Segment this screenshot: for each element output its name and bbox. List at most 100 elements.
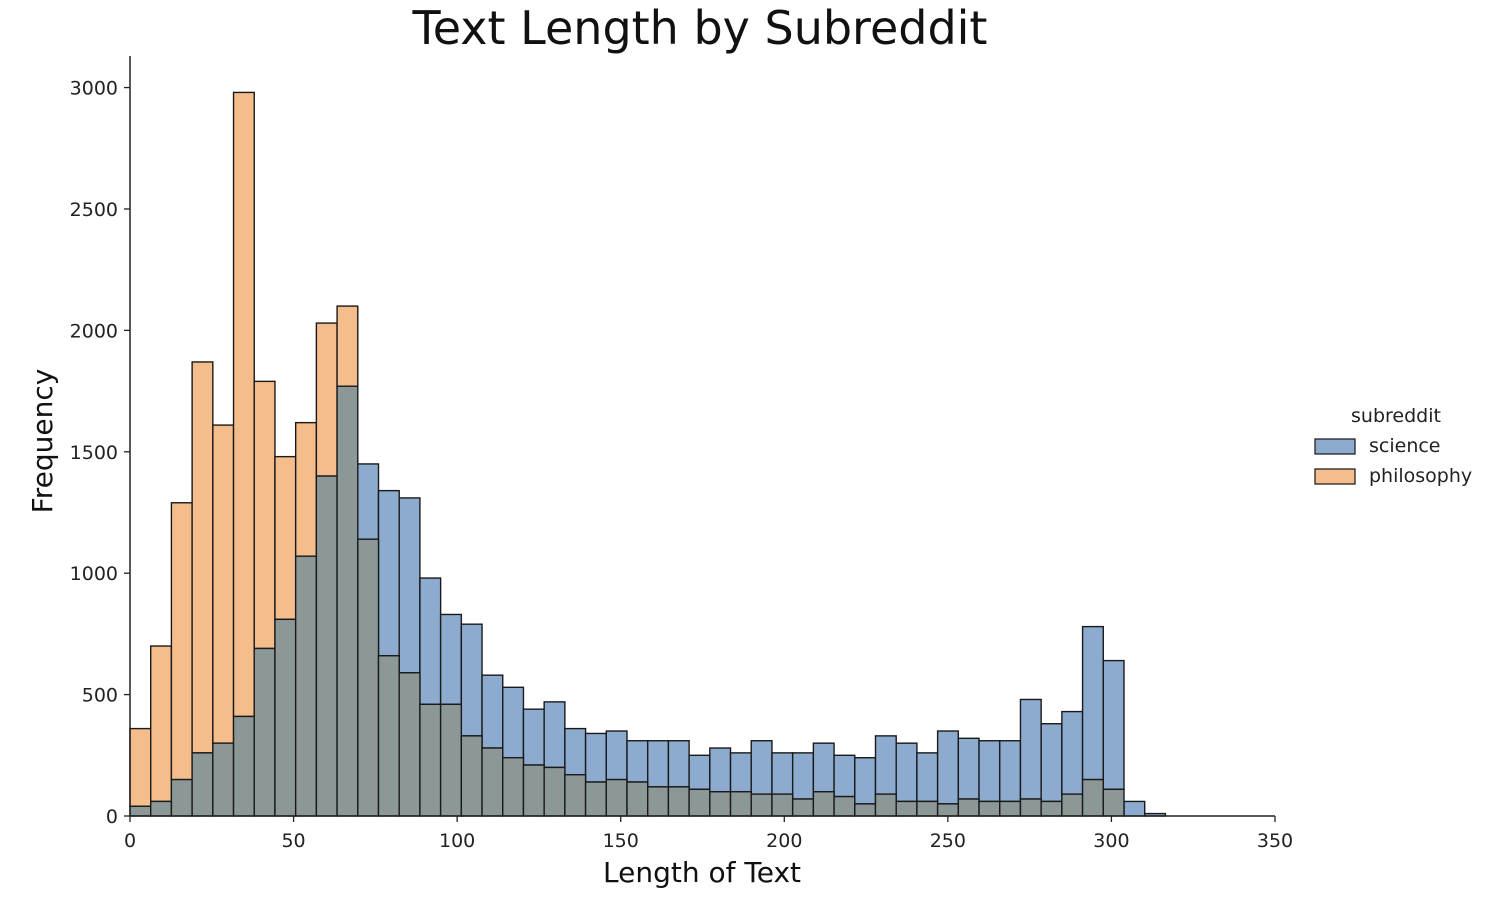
x-tick-label: 200	[766, 830, 802, 852]
science-bar	[522, 708, 545, 766]
overlap-bar	[522, 764, 545, 817]
overlap-bar	[605, 778, 628, 817]
philosophy-bar	[232, 91, 255, 718]
science-bar	[647, 740, 670, 788]
x-axis-ticks: 0 50 100 150 200 250 300 350	[124, 816, 1293, 852]
science-bar	[978, 740, 1001, 803]
overlap-bar	[212, 742, 235, 817]
science-bar	[688, 754, 711, 790]
philosophy-bar	[170, 502, 193, 781]
y-axis-ticks: 0 500 1000 1500 2000 2500 3000	[70, 78, 130, 828]
overlap-bar	[170, 778, 193, 817]
overlap-bar	[916, 800, 939, 817]
x-tick-label: 350	[1257, 830, 1293, 852]
overlap-bar	[315, 475, 338, 817]
science-bar	[1061, 710, 1084, 795]
overlap-bar	[253, 647, 276, 817]
science-bar	[771, 752, 794, 795]
y-tick-label: 500	[82, 685, 118, 707]
x-tick-label: 100	[439, 830, 475, 852]
overlap-bar	[833, 795, 856, 817]
science-bar	[439, 613, 463, 706]
science-bar	[543, 701, 566, 769]
science-bar	[481, 674, 504, 749]
science-bar	[957, 737, 980, 800]
legend-label-science: science	[1369, 435, 1441, 457]
overlap-bar	[150, 800, 173, 817]
science-bar	[833, 754, 856, 798]
x-tick-label: 0	[124, 830, 136, 852]
philosophy-bar	[315, 322, 338, 477]
legend: subreddit science philosophy	[1314, 405, 1472, 487]
science-bar	[709, 747, 732, 793]
legend-swatch-philosophy	[1314, 468, 1356, 485]
overlap-bar	[377, 655, 400, 817]
science-bar	[667, 740, 690, 788]
overlap-bar	[709, 791, 732, 817]
overlap-bar	[191, 752, 214, 817]
science-bar	[1019, 698, 1042, 800]
y-tick-label: 3000	[70, 78, 118, 100]
overlap-bar	[957, 798, 980, 817]
overlap-bar	[647, 786, 670, 817]
x-axis-label: Length of Text	[603, 856, 801, 889]
overlap-bar	[543, 766, 566, 817]
overlap-bar	[274, 618, 297, 817]
science-bar	[874, 735, 897, 795]
science-bar	[791, 752, 815, 800]
overlap-bar	[1061, 793, 1084, 817]
overlap-bar	[357, 538, 380, 817]
science-bar	[895, 742, 918, 803]
overlap-bar	[791, 798, 815, 817]
overlap-bar	[1102, 788, 1125, 817]
science-bar	[605, 730, 628, 781]
science-bar	[999, 740, 1022, 803]
legend-title: subreddit	[1351, 405, 1441, 427]
philosophy-bars	[129, 91, 359, 807]
overlap-bar	[936, 803, 960, 817]
overlap-bar	[999, 800, 1022, 817]
overlap-bar	[1081, 778, 1104, 817]
philosophy-bar	[253, 380, 276, 650]
x-tick-label: 50	[281, 830, 305, 852]
philosophy-bar	[336, 305, 359, 387]
x-tick-label: 250	[930, 830, 966, 852]
science-bar	[854, 757, 877, 805]
x-tick-label: 300	[1093, 830, 1129, 852]
science-bar	[564, 727, 587, 776]
overlap-bar	[1019, 798, 1042, 817]
overlap-bar	[978, 800, 1001, 817]
science-bar	[1040, 723, 1063, 803]
overlap-bar	[750, 793, 773, 817]
science-bar	[812, 742, 835, 793]
overlap-bar	[232, 715, 255, 817]
overlap-bar	[419, 703, 442, 817]
legend-label-philosophy: philosophy	[1369, 465, 1472, 487]
y-tick-label: 1500	[70, 442, 118, 464]
overlap-bar	[729, 791, 752, 817]
y-tick-label: 0	[106, 806, 118, 828]
science-bar	[419, 577, 442, 706]
overlap-bar	[564, 774, 587, 817]
chart-title: Text Length by Subreddit	[412, 1, 988, 55]
overlap-bar	[336, 385, 359, 817]
y-tick-label: 2500	[70, 199, 118, 221]
science-bar	[936, 730, 960, 805]
overlap-bar	[812, 791, 835, 817]
overlap-bar	[129, 805, 152, 817]
y-axis-label: Frequency	[26, 369, 59, 514]
overlap-bar	[1040, 800, 1063, 817]
science-bar	[398, 497, 421, 674]
science-bar	[584, 732, 607, 783]
overlap-bar	[895, 800, 918, 817]
overlap-bar	[771, 793, 794, 817]
science-bar	[1102, 659, 1125, 790]
science-bar	[1081, 625, 1104, 781]
science-bar	[750, 740, 773, 795]
philosophy-bar	[212, 424, 235, 744]
science-bar	[377, 489, 400, 657]
science-bar	[1123, 800, 1146, 817]
overlap-bar	[398, 672, 421, 817]
philosophy-bar	[274, 455, 297, 621]
